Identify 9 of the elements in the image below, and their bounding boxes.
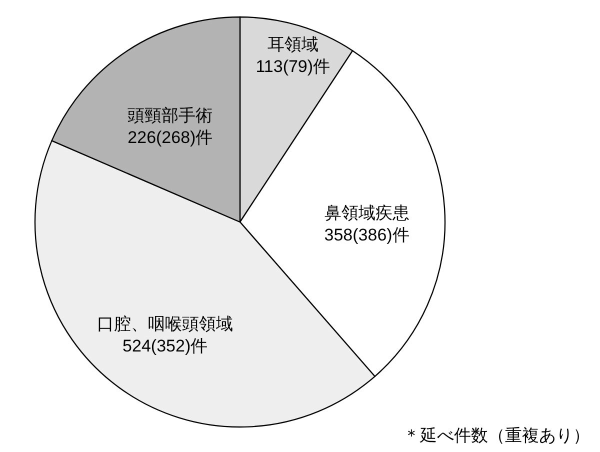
slice-label: 頭頸部手術 xyxy=(128,106,213,125)
data-label: 524(352)件 xyxy=(122,336,208,356)
data-label: 358(386)件 xyxy=(324,225,410,244)
slice-label: 鼻領域疾患 xyxy=(324,203,410,222)
text: ＊延べ件数（重複あり） xyxy=(403,426,590,445)
slice-label: 耳領域 xyxy=(267,35,318,54)
data-label: 113(79)件 xyxy=(256,57,330,76)
slice-label: 口腔、咽喉頭領域 xyxy=(97,314,234,334)
data-label: 226(268)件 xyxy=(128,128,213,147)
